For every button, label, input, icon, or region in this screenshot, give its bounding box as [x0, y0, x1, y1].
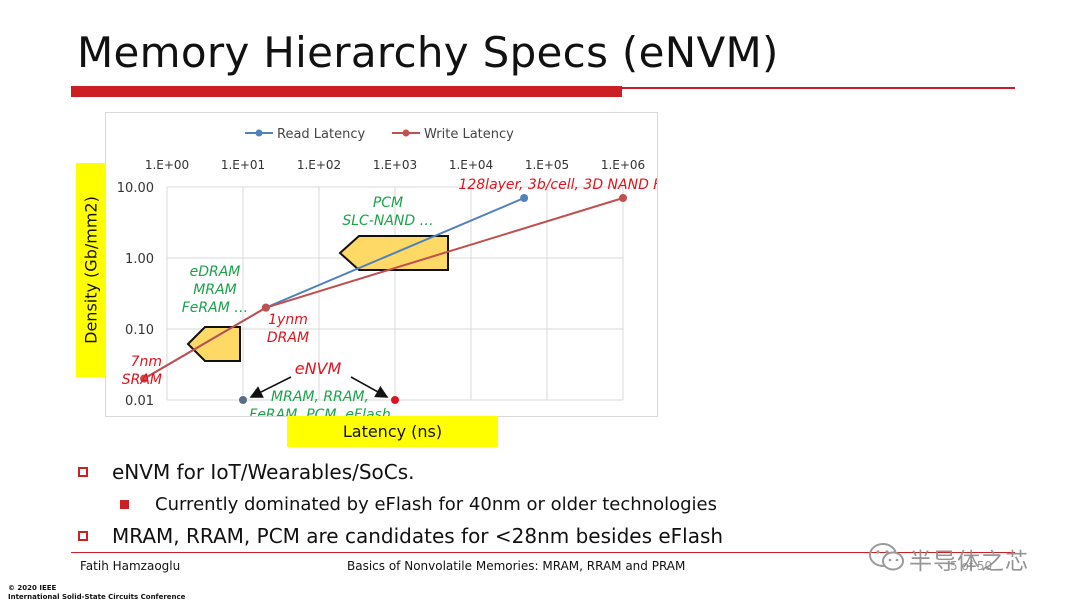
envm-read-point — [239, 396, 247, 404]
copyright: © 2020 IEEE International Solid-State Ci… — [8, 584, 185, 602]
footer-author: Fatih Hamzaoglu — [80, 559, 181, 573]
density-latency-chart: 1.E+00 1.E+01 1.E+02 1.E+03 1.E+04 1.E+05 1.E+… — [117, 127, 657, 416]
bullet-text: Currently dominated by eFlash for 40nm o… — [155, 494, 717, 515]
x-tick-label: 1.E+01 — [221, 158, 265, 172]
x-tick-label: 1.E+02 — [297, 158, 341, 172]
x-axis-title: Latency (ns) — [342, 422, 443, 441]
x-tick-label: 1.E+06 — [601, 158, 645, 172]
y-tick-label: 0.01 — [125, 394, 154, 409]
x-tick-label: 1.E+05 — [525, 158, 569, 172]
write-latency-point — [261, 303, 270, 312]
envm-write-point — [391, 396, 399, 404]
pcm-label: PCM SLC-NAND … — [342, 195, 433, 229]
sram-label: 7nm SRAM — [122, 354, 162, 388]
chart-legend: Read Latency Write Latency — [245, 127, 514, 142]
write-latency-point — [140, 374, 149, 383]
legend-read-label: Read Latency — [277, 127, 365, 142]
nand-label: 128layer, 3b/cell, 3D NAND Flash — [458, 177, 657, 193]
bullet-text: eNVM for IoT/Wearables/SoCs. — [112, 460, 415, 484]
bullet-1: eNVM for IoT/Wearables/SoCs. — [78, 460, 415, 484]
y-axis-title-box: Density (Gb/mm2) — [76, 163, 106, 377]
bullet-square-icon — [78, 531, 88, 541]
chart-annotations: 7nm SRAM 1ynm DRAM 128layer, 3b/cell, 3D NAN… — [122, 177, 657, 416]
bullet-3: MRAM, RRAM, PCM are candidates for <28nm… — [78, 524, 723, 548]
legend-read-marker — [255, 129, 263, 137]
write-latency-point — [619, 193, 627, 202]
x-tick-label: 1.E+04 — [449, 158, 493, 172]
envm-arrow-left — [249, 376, 292, 398]
x-tick-label: 1.E+03 — [373, 158, 417, 172]
title-accent-bar — [71, 86, 622, 97]
bullet-text: MRAM, RRAM, PCM are candidates for <28nm… — [112, 524, 724, 548]
x-tick-labels: 1.E+00 1.E+01 1.E+02 1.E+03 1.E+04 1.E+05 1.E+… — [145, 158, 645, 172]
envm-arrow-right — [350, 376, 389, 398]
bullet-filled-square-icon — [120, 500, 129, 509]
chart-area: 1.E+00 1.E+01 1.E+02 1.E+03 1.E+04 1.E+05 1.E+… — [105, 112, 658, 417]
slide-title: Memory Hierarchy Specs (eNVM) — [77, 28, 779, 77]
bullet-square-icon — [78, 467, 88, 477]
annotation-arrows — [186, 235, 449, 362]
x-tick-label: 1.E+00 — [145, 158, 189, 172]
envm-label: eNVM — [295, 359, 342, 378]
copyright-line-1: © 2020 IEEE — [8, 584, 57, 592]
y-tick-label: 0.10 — [125, 323, 154, 338]
copyright-line-2: International Solid-State Circuits Confe… — [8, 593, 186, 601]
y-axis-title: Density (Gb/mm2) — [81, 196, 101, 344]
edram-label: eDRAM MRAM FeRAM … — [182, 264, 249, 316]
footer-divider — [71, 552, 1015, 553]
envm-list-label: MRAM, RRAM, FeRAM, PCM, eFlash — [249, 389, 390, 416]
footer-doc-title: Basics of Nonvolatile Memories: MRAM, RR… — [347, 559, 686, 573]
footer-page-number: 5 of 50 — [950, 559, 993, 573]
dram-label: 1ynm DRAM — [267, 312, 309, 346]
bullet-2: Currently dominated by eFlash for 40nm o… — [120, 494, 717, 515]
x-axis-title-box: Latency (ns) — [287, 416, 498, 447]
read-latency-point — [520, 193, 529, 202]
legend-write-marker — [402, 129, 410, 137]
y-tick-labels: 10.00 1.00 0.10 0.01 — [117, 181, 154, 409]
chart-series — [140, 193, 627, 404]
y-tick-label: 10.00 — [117, 181, 154, 196]
legend-write-label: Write Latency — [424, 127, 514, 142]
watermark-text: 半导体之芯 — [909, 549, 1029, 575]
y-tick-label: 1.00 — [125, 252, 154, 267]
left-arrow-shape-small — [186, 326, 241, 362]
wechat-icon — [869, 543, 904, 571]
